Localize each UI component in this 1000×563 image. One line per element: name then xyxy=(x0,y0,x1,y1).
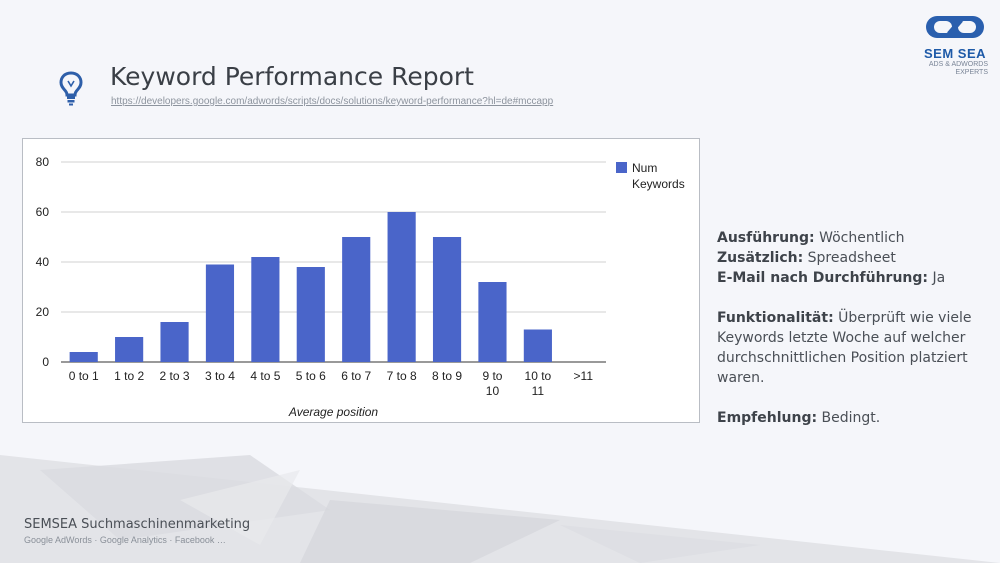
x-tick-label: 7 to 8 xyxy=(387,369,417,383)
bar xyxy=(523,329,552,362)
footer-services: Google AdWords · Google Analytics · Face… xyxy=(24,535,226,545)
execution-value: Wöchentlich xyxy=(814,230,905,246)
extra-label: Zusätzlich: xyxy=(717,250,804,266)
bar xyxy=(115,337,144,362)
legend-label: Keywords xyxy=(632,177,685,191)
semsea-logo-mark xyxy=(926,16,984,38)
function-label: Funktionalität: xyxy=(717,310,834,326)
logo-tagline-2: EXPERTS xyxy=(955,69,988,76)
semsea-logo: SEM SEA ADS & ADWORDS EXPERTS xyxy=(922,14,988,77)
execution-line: Ausführung: Wöchentlich xyxy=(717,228,987,248)
keyword-position-chart: 0 20 40 60 80 0 to 1 1 to 2 2 to 3 3 to 4 4 to 5 5… xyxy=(22,138,700,423)
x-tick-label: 10 xyxy=(486,384,500,398)
x-tick-label: 1 to 2 xyxy=(114,369,144,383)
bar xyxy=(205,264,235,362)
y-tick-label: 0 xyxy=(42,355,49,369)
bar xyxy=(296,267,325,362)
footer: SEMSEA Suchmaschinenmarketing Google AdW… xyxy=(24,517,250,545)
x-tick-label: 4 to 5 xyxy=(250,369,280,383)
x-tick-label: 8 to 9 xyxy=(432,369,462,383)
extra-line: Zusätzlich: Spreadsheet xyxy=(717,248,987,268)
x-tick-label: 0 to 1 xyxy=(69,369,99,383)
email-value: Ja xyxy=(928,270,946,286)
x-tick-label: 3 to 4 xyxy=(205,369,235,383)
email-line: E-Mail nach Durchführung: Ja xyxy=(717,268,987,288)
x-tick-label: >11 xyxy=(574,369,594,383)
execution-label: Ausführung: xyxy=(717,230,815,246)
y-tick-label: 60 xyxy=(36,205,50,219)
email-label: E-Mail nach Durchführung: xyxy=(717,270,929,286)
bar xyxy=(342,237,371,362)
function-line: Funktionalität: Überprüft wie viele Keyw… xyxy=(717,308,987,388)
legend-swatch xyxy=(616,162,627,173)
page-title: Keyword Performance Report xyxy=(110,62,474,91)
script-info: Ausführung: Wöchentlich Zusätzlich: Spre… xyxy=(717,228,987,428)
legend-label: Num xyxy=(632,161,657,175)
bar xyxy=(251,257,280,362)
source-link[interactable]: https://developers.google.com/adwords/sc… xyxy=(111,96,554,107)
x-tick-label: 5 to 6 xyxy=(296,369,326,383)
footer-company-bold: SEMSEA xyxy=(24,517,78,532)
footer-company-rest: Suchmaschinenmarketing xyxy=(77,517,251,532)
x-tick-label: 11 xyxy=(532,384,545,398)
logo-brand: SEM SEA xyxy=(923,46,986,61)
y-tick-label: 40 xyxy=(36,255,50,269)
bar xyxy=(432,237,462,362)
bar xyxy=(478,282,507,362)
chart-svg: 0 20 40 60 80 0 to 1 1 to 2 2 to 3 3 to 4 4 to 5 5… xyxy=(36,155,685,419)
bar xyxy=(387,212,416,362)
footer-company: SEMSEA Suchmaschinenmarketing xyxy=(24,517,250,532)
lightbulb-icon xyxy=(59,71,83,106)
x-tick-label: 10 to xyxy=(525,369,552,383)
recommendation-value: Bedingt. xyxy=(817,410,881,426)
function-value: Überprüft wie viele Keywords letzte Woch… xyxy=(717,310,972,386)
x-tick-label: 2 to 3 xyxy=(160,369,190,383)
x-tick-label: 9 to xyxy=(482,369,502,383)
logo-tagline-1: ADS & ADWORDS xyxy=(928,61,988,68)
bar xyxy=(160,322,189,362)
y-tick-label: 20 xyxy=(36,305,50,319)
x-tick-label: 6 to 7 xyxy=(341,369,371,383)
bar xyxy=(69,352,98,362)
recommendation-line: Empfehlung: Bedingt. xyxy=(717,408,987,428)
y-tick-label: 80 xyxy=(36,155,50,169)
extra-value: Spreadsheet xyxy=(803,250,896,266)
x-axis-title: Average position xyxy=(288,405,379,419)
recommendation-label: Empfehlung: xyxy=(717,410,818,426)
